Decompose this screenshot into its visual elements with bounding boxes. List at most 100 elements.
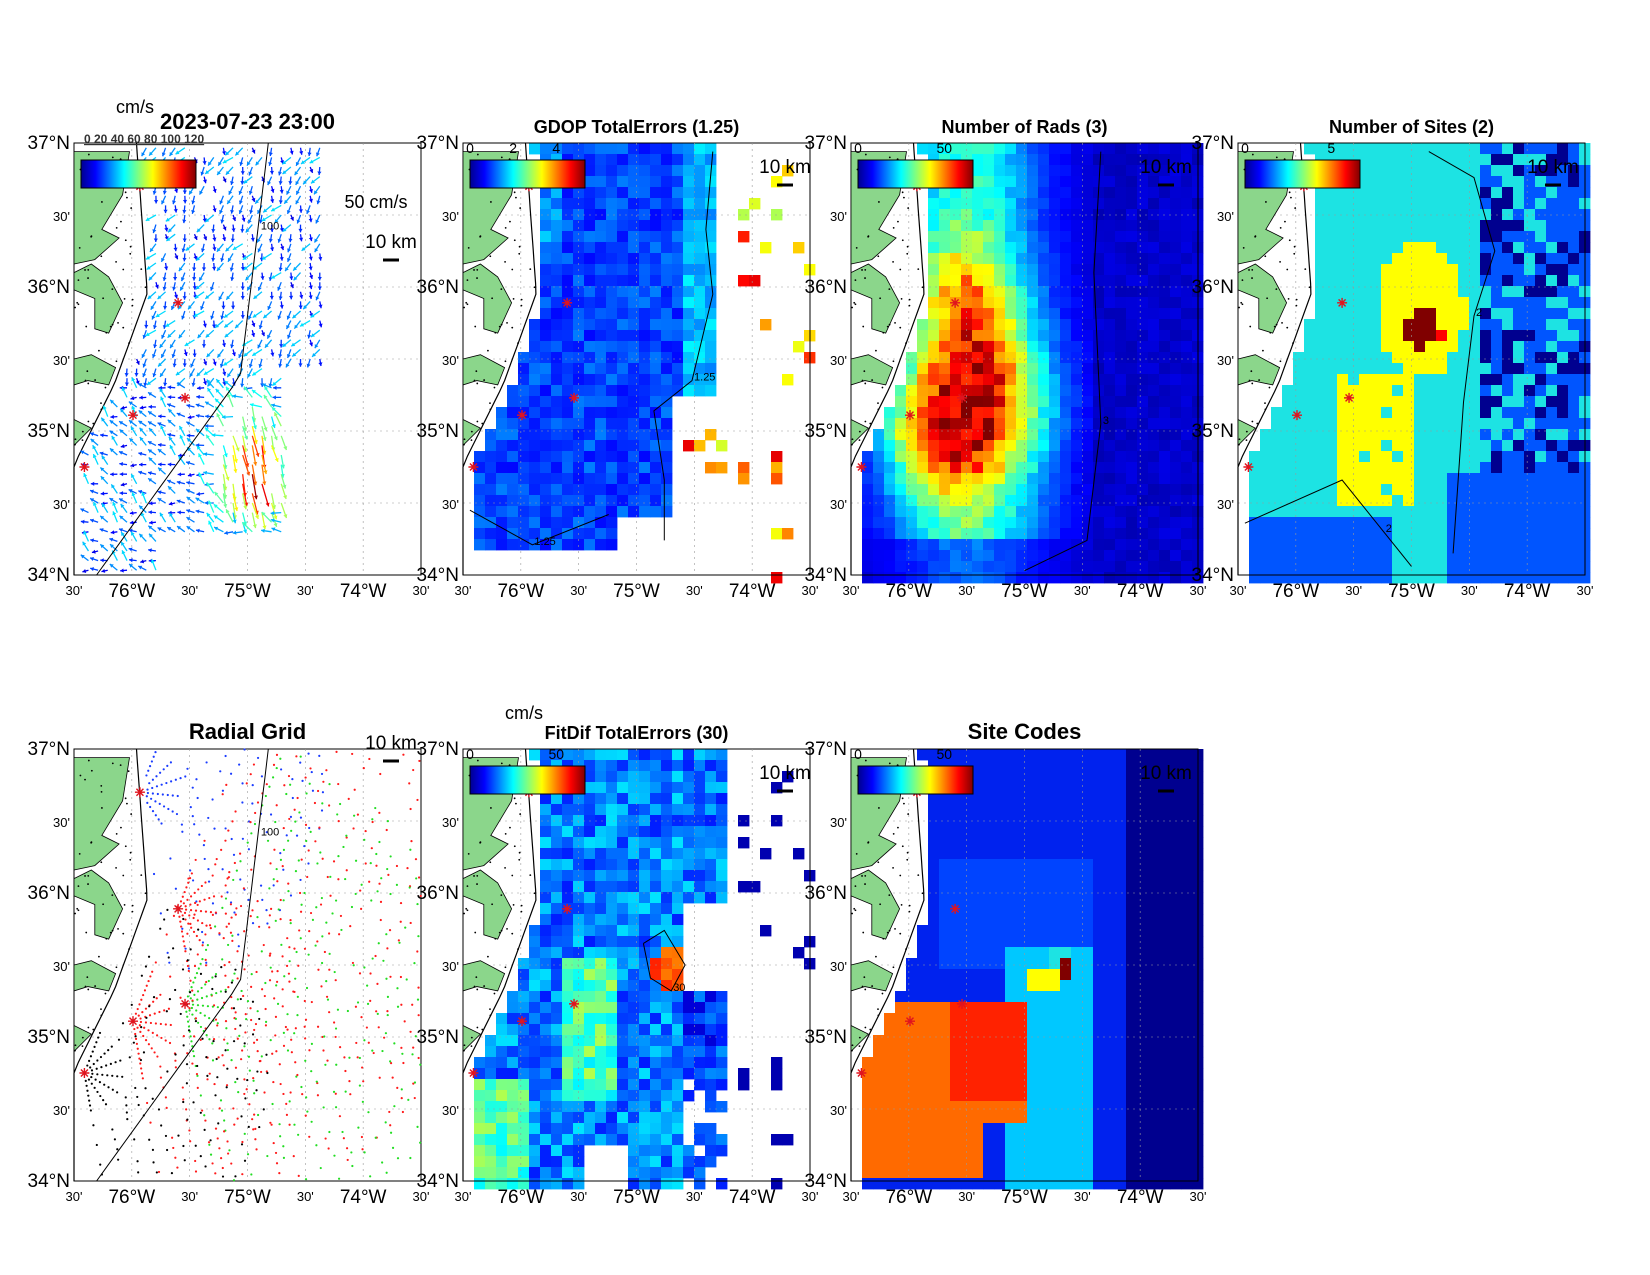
field-cell	[1315, 396, 1327, 408]
field-cell	[1082, 517, 1094, 529]
land-speckle	[92, 422, 95, 425]
colorbar-tick-label: 0 20 40 60 80 100 120	[84, 132, 204, 146]
current-vector-head	[294, 324, 299, 329]
field-cell	[1480, 407, 1492, 419]
land-speckle	[1242, 246, 1245, 249]
field-cell	[1126, 517, 1138, 529]
current-vector-head	[225, 151, 230, 156]
field-cell	[551, 341, 563, 353]
field-cell	[518, 418, 530, 430]
field-cell	[1027, 407, 1039, 419]
field-cell	[639, 275, 651, 287]
field-cell	[1115, 154, 1127, 166]
current-vector-head	[270, 518, 275, 523]
field-cell	[1557, 165, 1569, 177]
field-cell	[1381, 242, 1393, 254]
field-cell	[683, 242, 695, 254]
field-cell	[485, 506, 497, 518]
field-cell	[1181, 528, 1193, 540]
field-cell	[1126, 220, 1138, 232]
field-cell	[928, 330, 940, 342]
field-cell	[1304, 385, 1316, 397]
field-cell	[1115, 165, 1127, 177]
field-cell	[1082, 154, 1094, 166]
field-cell	[1005, 275, 1017, 287]
radial-grid-point	[301, 779, 304, 782]
field-cell	[1060, 429, 1072, 441]
field-cell	[1447, 319, 1459, 331]
field-cell	[1027, 253, 1039, 265]
field-cell	[1513, 572, 1525, 584]
field-cell	[606, 319, 618, 331]
land-speckle	[520, 304, 523, 307]
field-cell	[1392, 286, 1404, 298]
radial-grid-point	[205, 924, 208, 927]
field-cell	[1093, 484, 1105, 496]
field-cell	[961, 561, 973, 573]
field-cell	[950, 418, 962, 430]
field-cell	[1546, 198, 1558, 210]
field-cell	[529, 143, 541, 155]
field-cell	[1403, 550, 1415, 562]
field-cell	[606, 198, 618, 210]
field-cell	[928, 385, 940, 397]
field-cell	[1425, 187, 1437, 199]
field-cell	[1392, 165, 1404, 177]
current-vector-head	[317, 276, 322, 281]
current-vector-head	[271, 407, 276, 412]
field-cell	[972, 561, 984, 573]
contour-line	[653, 151, 714, 541]
field-cell	[1425, 264, 1437, 276]
land-speckle	[78, 246, 81, 249]
field-cell	[551, 297, 563, 309]
field-cell	[1104, 319, 1116, 331]
field-cell	[1524, 429, 1536, 441]
panel-title: Number of Sites (2)	[1329, 117, 1494, 137]
field-cell	[485, 440, 497, 452]
field-cell	[617, 220, 629, 232]
current-vector-head	[205, 218, 210, 222]
field-cell	[1148, 440, 1160, 452]
field-cell	[694, 154, 706, 166]
field-cell	[1060, 176, 1072, 188]
site-marker	[950, 297, 961, 308]
field-cell	[1469, 561, 1481, 573]
land-speckle	[1304, 268, 1307, 271]
field-cell	[1568, 506, 1580, 518]
current-vector-head	[111, 435, 116, 440]
field-cell	[1447, 330, 1459, 342]
current-vector-head	[243, 179, 248, 184]
land-speckle	[100, 255, 103, 258]
current-vector-head	[147, 381, 152, 385]
contour-label: 2	[1476, 307, 1482, 319]
field-cell	[1337, 550, 1349, 562]
field-cell	[1502, 143, 1514, 155]
field-cell	[1159, 418, 1171, 430]
field-cell	[1104, 550, 1116, 562]
field-cell	[1469, 506, 1481, 518]
field-cell	[1060, 330, 1072, 342]
lat-tick-label: 34°N	[28, 1171, 70, 1192]
land-speckle	[122, 268, 125, 271]
current-vector-head	[201, 344, 207, 348]
field-cell	[1060, 209, 1072, 221]
field-cell	[1159, 275, 1171, 287]
field-cell	[1049, 572, 1061, 584]
field-cell	[1082, 462, 1094, 474]
current-vector-head	[232, 246, 237, 250]
radial-grid-point	[166, 793, 169, 797]
current-vector-head	[247, 286, 251, 291]
field-cell	[1502, 176, 1514, 188]
field-cell	[1016, 517, 1028, 529]
field-cell	[1170, 495, 1182, 507]
field-cell	[672, 297, 684, 309]
site-marker	[1344, 392, 1355, 403]
field-cell	[1137, 561, 1149, 573]
current-vector-head	[169, 444, 174, 449]
field-cell	[917, 396, 929, 408]
field-cell	[1436, 396, 1448, 408]
field-cell	[1148, 374, 1160, 386]
field-cell	[595, 242, 607, 254]
site-marker	[127, 410, 138, 421]
field-cell	[1502, 242, 1514, 254]
